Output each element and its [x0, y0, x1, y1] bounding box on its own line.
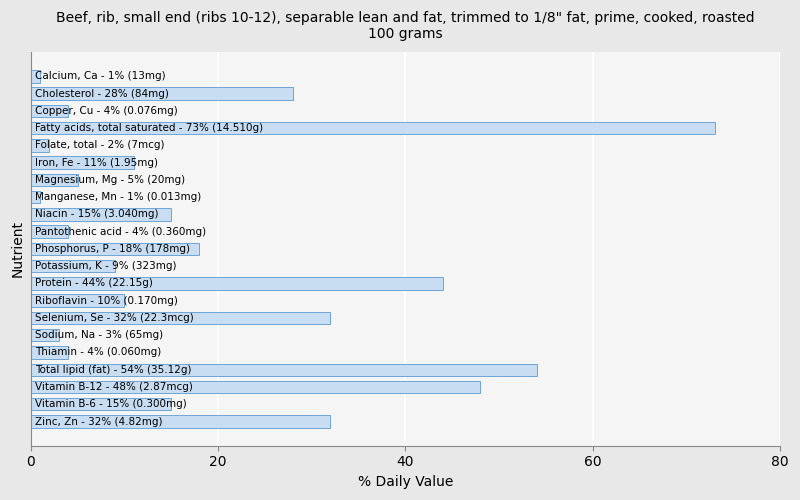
Text: Manganese, Mn - 1% (0.013mg): Manganese, Mn - 1% (0.013mg) [35, 192, 202, 202]
Bar [30, 156, 134, 169]
Text: Calcium, Ca - 1% (13mg): Calcium, Ca - 1% (13mg) [35, 72, 166, 82]
Text: Niacin - 15% (3.040mg): Niacin - 15% (3.040mg) [35, 210, 159, 220]
Text: Phosphorus, P - 18% (178mg): Phosphorus, P - 18% (178mg) [35, 244, 190, 254]
Bar [30, 242, 199, 255]
Text: Magnesium, Mg - 5% (20mg): Magnesium, Mg - 5% (20mg) [35, 175, 186, 185]
Bar [30, 277, 443, 289]
Bar [30, 104, 68, 117]
Y-axis label: Nutrient: Nutrient [11, 220, 25, 278]
Bar [30, 364, 537, 376]
Bar [30, 226, 68, 238]
Bar [30, 88, 293, 100]
Bar [30, 208, 171, 220]
Bar [30, 398, 171, 410]
Text: Sodium, Na - 3% (65mg): Sodium, Na - 3% (65mg) [35, 330, 163, 340]
Text: Protein - 44% (22.15g): Protein - 44% (22.15g) [35, 278, 154, 288]
Text: Cholesterol - 28% (84mg): Cholesterol - 28% (84mg) [35, 88, 170, 99]
Text: Copper, Cu - 4% (0.076mg): Copper, Cu - 4% (0.076mg) [35, 106, 178, 116]
Bar [30, 346, 68, 358]
Text: Vitamin B-6 - 15% (0.300mg): Vitamin B-6 - 15% (0.300mg) [35, 400, 187, 409]
Text: Thiamin - 4% (0.060mg): Thiamin - 4% (0.060mg) [35, 348, 162, 358]
Text: Iron, Fe - 11% (1.95mg): Iron, Fe - 11% (1.95mg) [35, 158, 158, 168]
Text: Total lipid (fat) - 54% (35.12g): Total lipid (fat) - 54% (35.12g) [35, 364, 192, 374]
X-axis label: % Daily Value: % Daily Value [358, 475, 453, 489]
Text: Zinc, Zn - 32% (4.82mg): Zinc, Zn - 32% (4.82mg) [35, 416, 163, 426]
Text: Riboflavin - 10% (0.170mg): Riboflavin - 10% (0.170mg) [35, 296, 178, 306]
Bar [30, 329, 58, 342]
Text: Pantothenic acid - 4% (0.360mg): Pantothenic acid - 4% (0.360mg) [35, 226, 206, 236]
Text: Fatty acids, total saturated - 73% (14.510g): Fatty acids, total saturated - 73% (14.5… [35, 123, 263, 133]
Bar [30, 416, 330, 428]
Bar [30, 294, 124, 307]
Bar [30, 122, 714, 134]
Text: Potassium, K - 9% (323mg): Potassium, K - 9% (323mg) [35, 261, 177, 271]
Bar [30, 260, 115, 272]
Text: Vitamin B-12 - 48% (2.87mcg): Vitamin B-12 - 48% (2.87mcg) [35, 382, 194, 392]
Bar [30, 139, 50, 151]
Bar [30, 312, 330, 324]
Text: Folate, total - 2% (7mcg): Folate, total - 2% (7mcg) [35, 140, 165, 150]
Bar [30, 174, 78, 186]
Title: Beef, rib, small end (ribs 10-12), separable lean and fat, trimmed to 1/8" fat, : Beef, rib, small end (ribs 10-12), separ… [56, 11, 754, 42]
Bar [30, 191, 40, 203]
Bar [30, 381, 480, 393]
Text: Selenium, Se - 32% (22.3mcg): Selenium, Se - 32% (22.3mcg) [35, 313, 194, 323]
Bar [30, 70, 40, 82]
